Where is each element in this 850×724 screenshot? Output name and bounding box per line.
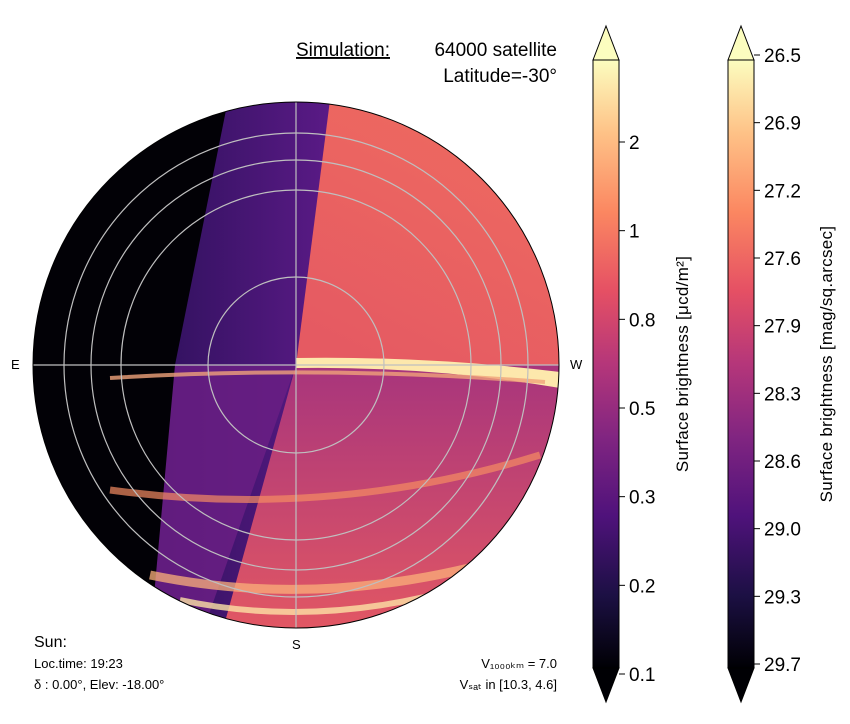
colorbar-cd-body [592, 59, 620, 669]
colorbar-cd-tick-label: 0.2 [629, 576, 655, 597]
colorbar-cd-tick-label: 0.1 [629, 665, 655, 686]
chart-title-prefix: Simulation: [296, 40, 390, 61]
colorbar-mag-extend-bottom [727, 667, 755, 704]
compass-west: W [570, 357, 583, 372]
colorbar-mag-tick-label: 29.3 [764, 587, 801, 608]
colorbar-mag-tick-label: 28.6 [764, 452, 801, 473]
colorbar-cd-label: Surface brightness [μcd/m²] [673, 256, 692, 472]
colorbar-cd-tick-label: 0.3 [629, 488, 655, 509]
colorbar-cd-extend-bottom [592, 667, 620, 704]
colorbar-mag-tick-label: 29.0 [764, 520, 801, 541]
colorbar-mag: 26.5 26.9 27.2 27.6 27.9 28.3 28.6 29.0 29.3 29.7… [727, 24, 836, 704]
colorbar-cd-tick-label: 0.5 [629, 399, 655, 420]
colorbar-mag-extend-top [727, 24, 755, 61]
colorbar-mag-tick-label: 29.7 [764, 655, 801, 676]
altitude-grid [33, 102, 559, 628]
dome-outline [32, 101, 560, 629]
colorbar-mag-tick-label: 27.9 [764, 317, 801, 338]
arc-1 [109, 370, 546, 384]
colorbar-mag-tick-label: 28.3 [764, 384, 801, 405]
region-below-horizon-shadow [130, 365, 296, 628]
colorbar-mag-tick-label: 27.2 [764, 181, 801, 202]
colorbar-cd: 2 1 0.8 0.5 0.3 0.2 0.1 Surface brightness [μc… [592, 24, 692, 704]
arc-2 [109, 451, 542, 503]
compass-south: S [292, 637, 301, 652]
arc-3 [149, 555, 502, 594]
colorbar-cd-extend-top [592, 24, 620, 61]
colorbar-cd-tick-label: 0.8 [629, 310, 655, 331]
colorbar-mag-tick-label: 26.5 [764, 46, 801, 67]
chart-subtitle: Latitude=-30° [443, 66, 557, 87]
sat-v1000: V₁₀₀₀ₖₘ = 7.0 [481, 656, 557, 671]
colorbar-cd-tick-label: 2 [629, 133, 640, 154]
sun-delta-elev: δ : 0.00°, Elev: -18.00° [34, 677, 164, 692]
colorbar-mag-label: Surface brightness [mag/sq.arcsec] [817, 226, 836, 503]
colorbar-mag-tick-label: 27.6 [764, 249, 801, 270]
colorbar-cd-tick-label: 1 [629, 222, 640, 243]
chart-title: 64000 satellite [434, 40, 557, 61]
sat-vsat: Vₛₐₜ in [10.3, 4.6] [460, 677, 557, 692]
colorbar-mag-tick-label: 26.9 [764, 114, 801, 135]
sun-loc-time: Loc.time: 19:23 [34, 656, 123, 671]
compass-east: E [11, 357, 20, 372]
colorbar-mag-body [727, 59, 755, 669]
sun-header: Sun: [34, 634, 67, 651]
